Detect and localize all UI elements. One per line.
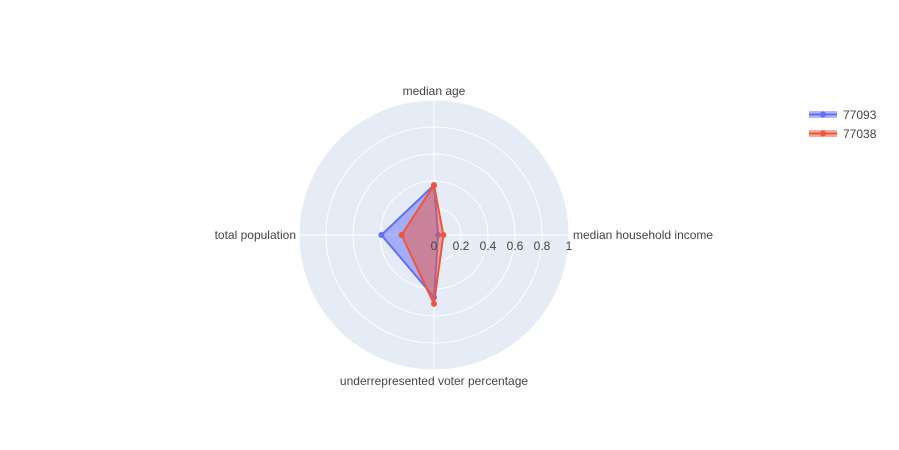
legend-marker-77038 bbox=[820, 130, 826, 137]
legend-item-77038[interactable]: 77038 bbox=[809, 127, 877, 141]
radial-tick-label-5: 1 bbox=[566, 239, 573, 253]
polar-grid bbox=[298, 99, 570, 371]
angular-axis-labels: median household income median age total… bbox=[215, 84, 714, 388]
series-point-77093-2[interactable] bbox=[378, 232, 385, 238]
series-point-77038-3[interactable] bbox=[431, 300, 437, 307]
series-point-77038-0[interactable] bbox=[440, 232, 447, 238]
series-layer bbox=[378, 182, 447, 307]
axis-label-underrepresented-voter-percentage: underrepresented voter percentage bbox=[340, 374, 528, 388]
radial-tick-labels: 0 0.2 0.4 0.6 0.8 1 bbox=[431, 239, 573, 253]
radial-tick-label-0: 0 bbox=[431, 239, 438, 253]
radial-tick-label-3: 0.6 bbox=[507, 239, 524, 253]
series-point-77038-2[interactable] bbox=[398, 232, 405, 238]
legend-label-77093: 77093 bbox=[843, 108, 877, 122]
radial-tick-label-2: 0.4 bbox=[480, 239, 497, 253]
axis-label-median-age: median age bbox=[403, 84, 466, 98]
radial-tick-label-4: 0.8 bbox=[534, 239, 551, 253]
axis-label-median-household-income: median household income bbox=[573, 228, 713, 242]
legend-item-77093[interactable]: 77093 bbox=[809, 108, 877, 122]
radial-tick-label-1: 0.2 bbox=[453, 239, 470, 253]
legend-label-77038: 77038 bbox=[843, 127, 877, 141]
legend[interactable]: 77093 77038 bbox=[809, 108, 877, 141]
axis-label-total-population: total population bbox=[215, 228, 296, 242]
series-point-77038-1[interactable] bbox=[431, 182, 437, 189]
legend-marker-77093 bbox=[820, 111, 826, 118]
